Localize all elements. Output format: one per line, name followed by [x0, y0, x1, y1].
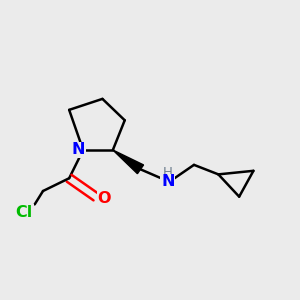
Polygon shape — [113, 150, 144, 174]
Text: O: O — [98, 191, 111, 206]
Text: N: N — [72, 142, 85, 158]
Text: Cl: Cl — [16, 205, 33, 220]
Text: H: H — [163, 167, 173, 179]
Text: N: N — [161, 174, 175, 189]
